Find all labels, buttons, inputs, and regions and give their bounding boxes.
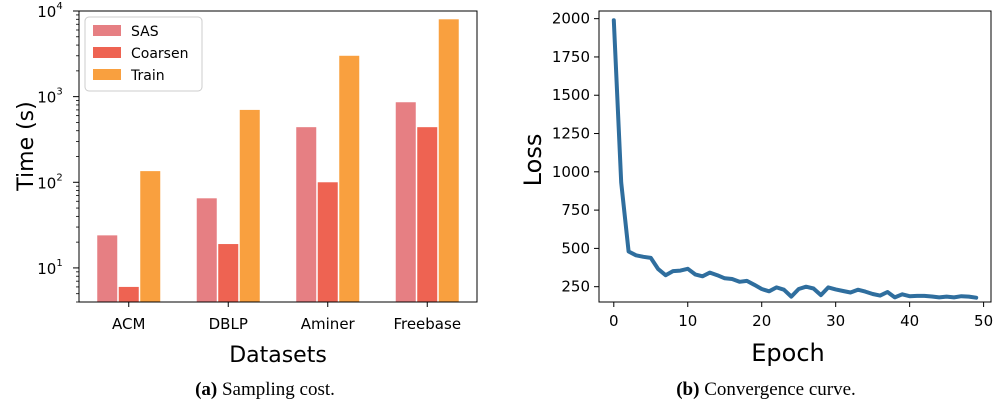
x-axis-label: Epoch xyxy=(751,339,825,367)
x-tick-label: Freebase xyxy=(393,315,461,333)
legend-label-coarsen: Coarsen xyxy=(131,46,188,62)
legend-swatch-sas xyxy=(93,25,121,36)
y-tick-label: 102 xyxy=(37,172,62,192)
bar-train-acm xyxy=(140,171,161,302)
sampling-cost-chart: 101 102 103 104 ACM DBLP Aminer Freebase Datas… xyxy=(14,1,478,400)
bar-sas-freebase xyxy=(395,102,416,302)
x-axis-label: Datasets xyxy=(229,343,327,368)
y-axis-ticks: 101 102 103 104 xyxy=(37,1,79,303)
legend-swatch-coarsen xyxy=(93,47,121,58)
bar-coarsen-acm xyxy=(118,286,139,302)
y-tick-label: 750 xyxy=(561,201,590,219)
y-tick-label: 1250 xyxy=(552,125,590,143)
legend-label-sas: SAS xyxy=(131,24,159,40)
bar-coarsen-aminer xyxy=(317,182,338,302)
y-tick-label: 2000 xyxy=(552,10,590,28)
x-tick-label: 0 xyxy=(609,312,619,330)
y-tick-label: 101 xyxy=(37,258,62,278)
x-tick-label: DBLP xyxy=(209,315,248,333)
caption-a: (a) Sampling cost. xyxy=(195,379,335,400)
bar-train-freebase xyxy=(438,19,459,303)
y-tick-label: 250 xyxy=(561,278,590,296)
x-tick-label: ACM xyxy=(112,315,145,333)
convergence-curve-chart: 250 500 750 1000 1250 1500 1750 2000 0 10 20 30 40 5… xyxy=(519,10,993,400)
loss-line xyxy=(611,18,979,300)
y-tick-label: 1500 xyxy=(552,86,590,104)
bar-train-dblp xyxy=(239,109,260,302)
bar-sas-aminer xyxy=(296,127,317,302)
x-tick-label: 40 xyxy=(900,312,919,330)
y-tick-label: 500 xyxy=(561,239,590,257)
bar-coarsen-dblp xyxy=(218,244,239,302)
y-axis-ticks: 250 500 750 1000 1250 1500 1750 2000 xyxy=(552,10,599,296)
legend-swatch-train xyxy=(93,69,121,80)
caption-b: (b) Convergence curve. xyxy=(676,379,856,400)
bar-train-aminer xyxy=(339,55,360,302)
x-tick-label: Aminer xyxy=(301,315,356,333)
x-axis-ticks: 0 10 20 30 40 50 xyxy=(609,302,993,330)
y-axis-label: Loss xyxy=(519,134,547,187)
y-tick-label: 1750 xyxy=(552,48,590,66)
x-tick-label: 50 xyxy=(974,312,993,330)
x-tick-label: 10 xyxy=(678,312,697,330)
bar-sas-acm xyxy=(97,235,118,302)
caption-a-letter: a xyxy=(201,379,211,400)
y-tick-label: 1000 xyxy=(552,163,590,181)
caption-b-letter: b xyxy=(683,379,694,400)
legend: SAS Coarsen Train xyxy=(84,16,203,92)
plot-frame xyxy=(598,10,992,303)
caption-b-text: Convergence curve. xyxy=(704,379,856,400)
x-tick-label: 20 xyxy=(752,312,771,330)
y-axis-label: Time (s) xyxy=(14,101,39,191)
legend-label-train: Train xyxy=(130,68,165,84)
bar-coarsen-freebase xyxy=(417,127,438,302)
x-axis-ticks: ACM DBLP Aminer Freebase xyxy=(112,302,461,333)
bar-sas-dblp xyxy=(196,198,217,302)
bar-group xyxy=(97,19,459,303)
y-tick-label: 103 xyxy=(37,87,62,107)
x-tick-label: 30 xyxy=(826,312,845,330)
caption-a-text: Sampling cost. xyxy=(222,379,335,400)
y-tick-label: 104 xyxy=(37,1,62,21)
